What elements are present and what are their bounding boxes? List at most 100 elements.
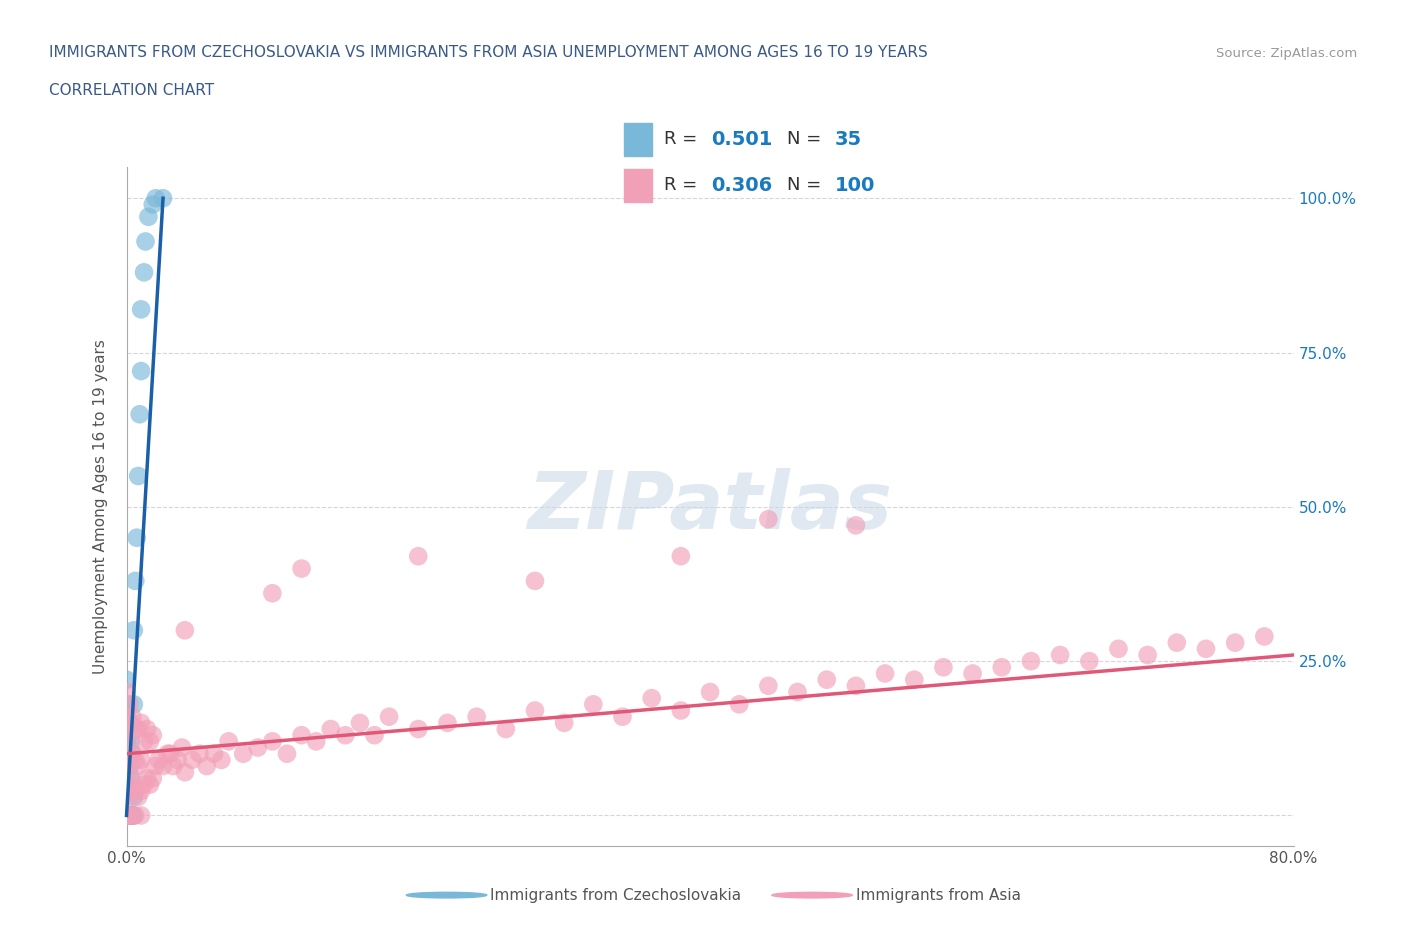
- Point: [1136, 647, 1159, 662]
- Text: N =: N =: [787, 177, 827, 194]
- Point: [156, 746, 179, 761]
- Point: [115, 759, 138, 774]
- Point: [524, 574, 547, 589]
- Text: 0.306: 0.306: [711, 176, 773, 194]
- Point: [335, 728, 357, 743]
- Point: [145, 759, 167, 774]
- Point: [115, 808, 138, 823]
- Point: [195, 759, 218, 774]
- Point: [125, 530, 148, 545]
- Text: N =: N =: [787, 130, 827, 148]
- Point: [120, 808, 142, 823]
- Point: [124, 808, 146, 823]
- Point: [118, 783, 141, 798]
- Point: [118, 715, 141, 730]
- Point: [174, 623, 197, 638]
- Point: [120, 771, 142, 786]
- Point: [305, 734, 328, 749]
- Point: [209, 752, 232, 767]
- Point: [115, 808, 138, 823]
- Text: 100: 100: [835, 176, 876, 194]
- Point: [408, 549, 430, 564]
- Point: [1049, 647, 1071, 662]
- Point: [124, 722, 146, 737]
- Point: [202, 746, 225, 761]
- FancyBboxPatch shape: [624, 169, 652, 202]
- Point: [276, 746, 298, 761]
- Point: [115, 808, 138, 823]
- Point: [115, 710, 138, 724]
- Point: [495, 722, 517, 737]
- Point: [127, 759, 149, 774]
- Text: R =: R =: [664, 130, 703, 148]
- Point: [115, 684, 138, 699]
- Point: [815, 672, 838, 687]
- Point: [129, 808, 152, 823]
- Point: [1166, 635, 1188, 650]
- Point: [115, 808, 138, 823]
- Point: [290, 561, 312, 576]
- Point: [159, 746, 181, 761]
- Point: [349, 715, 371, 730]
- Point: [115, 759, 138, 774]
- Point: [122, 623, 145, 638]
- Point: [262, 586, 284, 601]
- Point: [1078, 654, 1101, 669]
- Point: [121, 808, 143, 823]
- Point: [640, 691, 664, 706]
- Point: [115, 777, 138, 792]
- Point: [756, 678, 779, 693]
- Text: Immigrants from Czechoslovakia: Immigrants from Czechoslovakia: [491, 887, 741, 903]
- Point: [152, 191, 174, 206]
- Point: [669, 703, 692, 718]
- Point: [124, 574, 146, 589]
- Point: [669, 549, 692, 564]
- Text: R =: R =: [664, 177, 703, 194]
- Text: Source: ZipAtlas.com: Source: ZipAtlas.com: [1216, 47, 1357, 60]
- Point: [118, 722, 141, 737]
- Point: [139, 734, 162, 749]
- Point: [170, 740, 193, 755]
- Point: [290, 728, 312, 743]
- Point: [118, 759, 141, 774]
- Circle shape: [772, 892, 852, 898]
- Point: [115, 734, 138, 749]
- Point: [115, 734, 138, 749]
- Point: [148, 752, 170, 767]
- Point: [115, 808, 138, 823]
- Point: [262, 734, 284, 749]
- Point: [121, 746, 143, 761]
- Point: [728, 697, 751, 711]
- Point: [115, 777, 138, 792]
- Point: [128, 406, 150, 421]
- Point: [122, 697, 145, 711]
- Point: [218, 734, 240, 749]
- Point: [319, 722, 342, 737]
- Point: [124, 783, 146, 798]
- Text: IMMIGRANTS FROM CZECHOSLOVAKIA VS IMMIGRANTS FROM ASIA UNEMPLOYMENT AMONG AGES 1: IMMIGRANTS FROM CZECHOSLOVAKIA VS IMMIGR…: [49, 46, 928, 60]
- Point: [962, 666, 984, 681]
- Point: [118, 746, 141, 761]
- Point: [612, 710, 634, 724]
- Point: [903, 672, 925, 687]
- Point: [127, 722, 149, 737]
- Point: [129, 715, 152, 730]
- Point: [129, 752, 152, 767]
- Point: [553, 715, 575, 730]
- Point: [115, 672, 138, 687]
- Point: [115, 808, 138, 823]
- Point: [465, 710, 488, 724]
- Text: 0.501: 0.501: [711, 129, 773, 149]
- Point: [1108, 642, 1130, 657]
- Point: [118, 764, 141, 779]
- Point: [132, 265, 155, 280]
- Point: [181, 752, 204, 767]
- Text: CORRELATION CHART: CORRELATION CHART: [49, 83, 214, 98]
- Point: [436, 715, 458, 730]
- Point: [1195, 642, 1218, 657]
- Point: [786, 684, 808, 699]
- Text: Immigrants from Asia: Immigrants from Asia: [856, 887, 1021, 903]
- Point: [115, 808, 138, 823]
- Point: [246, 740, 269, 755]
- Point: [134, 234, 156, 249]
